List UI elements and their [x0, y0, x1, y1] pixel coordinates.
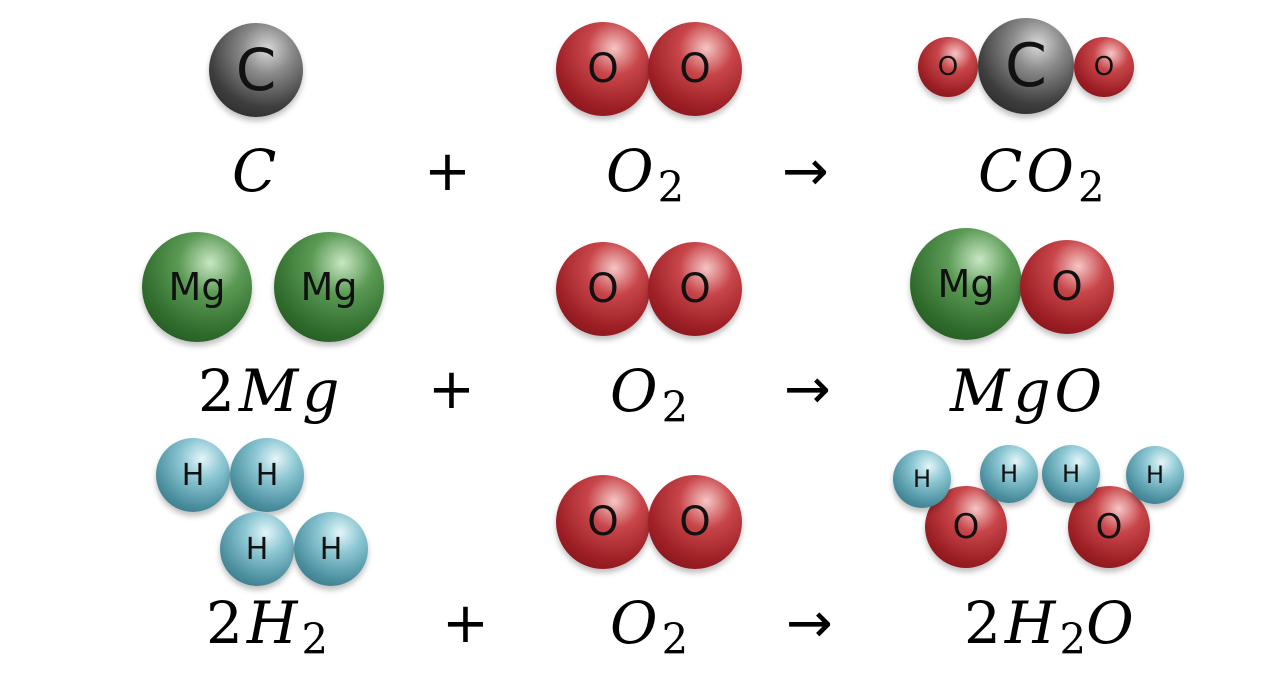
formula-water: 2H2O: [964, 589, 1138, 664]
oxygen-atom: O: [918, 37, 978, 97]
hydrogen-atom: H: [893, 450, 951, 508]
oxygen-atom: O: [1020, 240, 1114, 334]
hydrogen-atom: H: [1042, 445, 1100, 503]
reaction-arrow: →: [784, 357, 831, 422]
plus-sign: +: [428, 357, 475, 422]
magnesium-atom: Mg: [910, 228, 1022, 340]
hydrogen-atom: H: [294, 512, 368, 586]
formula-oxygen: O2: [606, 137, 685, 212]
oxygen-atom: O: [556, 475, 650, 569]
carbon-atom: C: [209, 23, 303, 117]
reaction-arrow: →: [782, 139, 829, 204]
oxygen-atom: O: [648, 475, 742, 569]
carbon-atom: C: [978, 18, 1074, 114]
reaction-arrow: →: [786, 591, 833, 656]
plus-sign: +: [424, 139, 471, 204]
formula-carbon: C: [232, 137, 281, 205]
formula-magnesium: 2Mg: [198, 357, 344, 425]
plus-sign: +: [442, 591, 489, 656]
oxygen-atom: O: [648, 242, 742, 336]
formula-oxygen: O2: [610, 357, 689, 432]
magnesium-atom: Mg: [142, 232, 252, 342]
formula-carbon-dioxide: CO2: [978, 137, 1105, 212]
formula-hydrogen: 2H2: [206, 589, 329, 664]
oxygen-atom: O: [556, 22, 650, 116]
magnesium-atom: Mg: [274, 232, 384, 342]
hydrogen-atom: H: [220, 512, 294, 586]
formula-oxygen: O2: [610, 589, 689, 664]
oxygen-atom: O: [556, 242, 650, 336]
hydrogen-atom: H: [980, 445, 1038, 503]
formula-magnesium-oxide: MgO: [950, 357, 1107, 425]
hydrogen-atom: H: [156, 438, 230, 512]
hydrogen-atom: H: [230, 438, 304, 512]
oxygen-atom: O: [1074, 37, 1134, 97]
oxygen-atom: O: [925, 486, 1007, 568]
oxygen-atom: O: [648, 22, 742, 116]
hydrogen-atom: H: [1126, 446, 1184, 504]
